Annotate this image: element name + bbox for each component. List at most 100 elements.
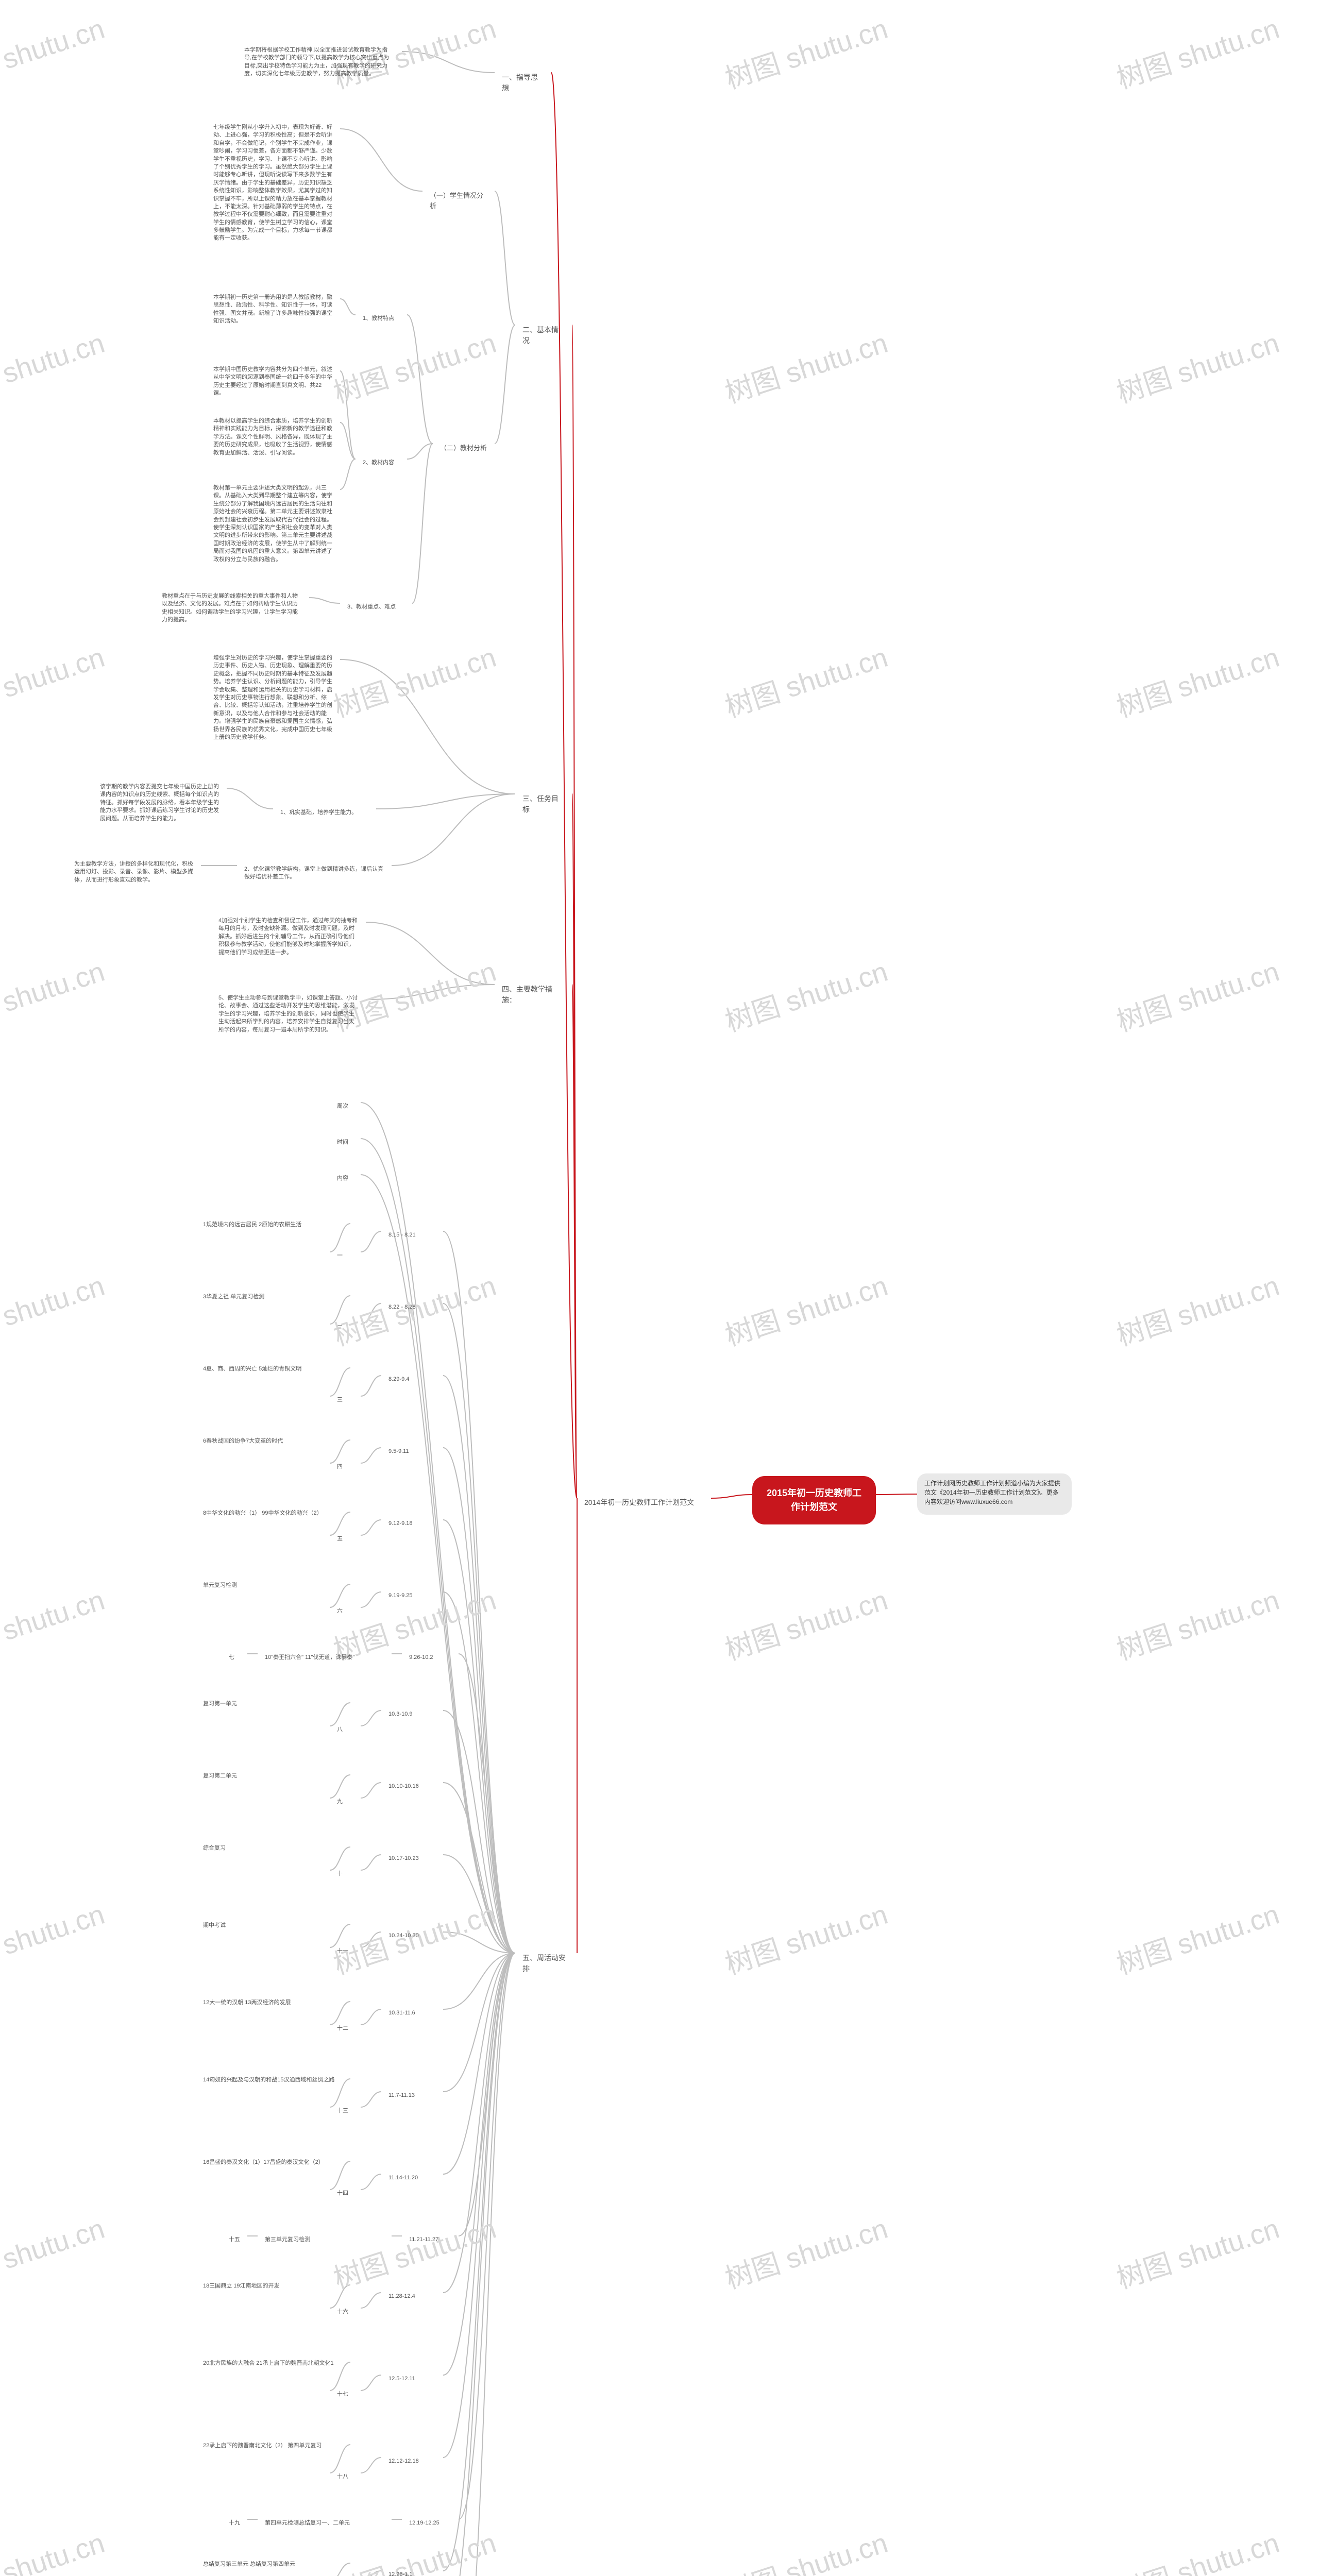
b0[interactable]: 2014年初一历史教师工作计划范文 [577,1492,711,1513]
watermark: 树图 shutu.cn [719,948,892,1039]
s3[interactable]: 三、任务目标 [515,788,572,820]
r4-c: 6春秋战国的纷争7大变革的时代 [196,1432,350,1453]
watermark: 树图 shutu.cn [719,1891,892,1982]
root[interactable]: 2015年初一历史教师工作计划范文 [752,1476,876,1524]
s2b2[interactable]: 2、教材内容 [356,453,407,472]
r6-w: 六 [330,1602,361,1620]
watermark: 树图 shutu.cn [0,634,109,725]
r20-d: 12.26-1.1 [381,2566,443,2576]
watermark: 树图 shutu.cn [0,320,109,411]
r16-c: 18三国鼎立 19江南地区的开发 [196,2277,350,2298]
r8-d: 10.3-10.9 [381,1705,443,1723]
r5-w: 五 [330,1530,361,1548]
r4-d: 9.5-9.11 [381,1443,443,1461]
r15-d: 11.21-11.27 [402,2231,459,2249]
s2b3[interactable]: 3、教材重点、难点 [340,598,412,617]
r5-d: 9.12-9.18 [381,1515,443,1533]
s2a[interactable]: （一）学生情况分析 [422,185,495,216]
th2: 时间 [330,1133,361,1151]
watermark: 树图 shutu.cn [0,1577,109,1668]
s4l1: 4加强对个别学生的检查和督促工作，通过每天的抽考和每月的月考，及时查缺补漏。做到… [211,912,366,974]
watermark: 树图 shutu.cn [1111,320,1284,411]
watermark: 树图 shutu.cn [719,1577,892,1668]
r18-d: 12.12-12.18 [381,2452,443,2470]
s3l3: 为主要教学方法，讲授的多样化和现代化，积极运用幻灯、投影、录音、录像、影片、模型… [67,855,201,896]
r19-w: 十九 [222,2514,247,2532]
watermark: 树图 shutu.cn [328,320,501,411]
s2b[interactable]: （二）教材分析 [433,438,495,459]
s2b1l: 本学期初一历史第一册选用的是人教版教材，融思想性、政治性、科学性、知识性于一体，… [206,289,340,335]
watermark: 树图 shutu.cn [0,2206,109,2296]
r17-d: 12.5-12.11 [381,2370,443,2388]
r13-c: 14匈奴的兴起及与汉朝的和战15汉通西域和丝绸之路 [196,2071,350,2092]
r2-d: 8.22 - 8.28 [381,1298,443,1316]
r10-d: 10.17-10.23 [381,1850,443,1868]
watermark: 树图 shutu.cn [1111,2206,1284,2296]
watermark: 树图 shutu.cn [0,6,109,96]
watermark: 树图 shutu.cn [719,1263,892,1353]
watermark: 树图 shutu.cn [1111,634,1284,725]
watermark: 树图 shutu.cn [719,320,892,411]
r3-w: 三 [330,1391,361,1409]
watermark: 树图 shutu.cn [0,2520,109,2576]
r17-w: 十七 [330,2385,361,2403]
r3-d: 8.29-9.4 [381,1370,443,1388]
r9-w: 九 [330,1793,361,1811]
r19-c: 第四单元检测总结复习一、二单元 [258,2514,392,2532]
s2b1[interactable]: 1、教材特点 [356,309,407,328]
s2al: 七年级学生刚从小学升入初中，表现为好奇、好动、上进心强，学习的积极性高；但是不会… [206,118,340,258]
r10-c: 综合复习 [196,1839,350,1860]
r7-w: 七 [222,1649,247,1667]
s2b2l1: 本学期中国历史教学内容共分为四个单元，叙述从中华文明的起源到秦国统一约四千多年的… [206,361,340,403]
watermark: 树图 shutu.cn [328,634,501,725]
r12-w: 十二 [330,2020,361,2038]
r11-w: 十一 [330,1942,361,1960]
r12-d: 10.31-11.6 [381,2004,443,2022]
r13-d: 11.7-11.13 [381,2087,443,2105]
watermark: 树图 shutu.cn [0,1891,109,1982]
watermark: 树图 shutu.cn [719,2520,892,2576]
s1[interactable]: 一、指导思想 [495,67,551,99]
r8-c: 复习第一单元 [196,1695,350,1716]
s4l2: 5、使学生主动参与到课堂教学中，如课堂上答题、小讨论、故事会、通过这些活动开发学… [211,989,366,1056]
r14-w: 十四 [330,2184,361,2202]
r16-w: 十六 [330,2303,361,2321]
s2b3l: 教材重点在于与历史发展的线索相关的重大事件和人物以及经济、文化的发展。难点在于如… [155,587,309,630]
s3l3x: 2、优化课堂教学结构，课堂上做到精讲多练，课后认真做好培优补差工作。 [237,860,392,887]
r3-c: 4夏、商、西周的兴亡 5灿烂的青铜文明 [196,1360,350,1381]
watermark: 树图 shutu.cn [1111,2520,1284,2576]
r12-c: 12大一统的汉朝 13两汉经济的发展 [196,1994,350,2014]
r8-w: 八 [330,1721,361,1739]
r14-c: 16昌盛的秦汉文化（1）17昌盛的秦汉文化（2） [196,2154,350,2174]
r7-c: 10"秦王扫六合" 11"伐无道，诛暴秦" [258,1649,392,1667]
r6-c: 单元复习检测 [196,1577,350,1597]
r1-c: 1规范境内的远古居民 2原始的农耕生活 [196,1216,350,1236]
s3l2x: 1、巩实基础，培养学生能力。 [273,804,376,822]
r4-w: 四 [330,1458,361,1476]
watermark: 树图 shutu.cn [719,634,892,725]
s4[interactable]: 四、主要教学措施： [495,979,572,1011]
r18-w: 十八 [330,2468,361,2486]
r1-d: 8.15 - 8.21 [381,1226,443,1244]
r20-c: 总结复习第三单元 总结复习第四单元 [196,2555,350,2576]
r19-d: 12.19-12.25 [402,2514,459,2532]
r16-d: 11.28-12.4 [381,2287,443,2306]
th1: 周次 [330,1097,361,1115]
r18-c: 22承上启下的魏晋南北文化（2） 第四单元复习 [196,2437,350,2458]
s1l: 本学期将根据学校工作精神,以全面推进尝试教育教学为指导,在学校教学部门的领导下,… [237,41,402,98]
watermark: 树图 shutu.cn [1111,1263,1284,1353]
s5[interactable]: 五、周活动安排 [515,1947,577,1979]
s3l2: 该学期的教学内容要提交七年级中国历史上册的课内容的知识点的历史线索、概括每个知识… [93,778,227,835]
s3l1: 增强学生对历史的学习兴趣，使学生掌握重要的历史事件、历史人物、历史现象、理解重要… [206,649,340,768]
r11-d: 10.24-10.30 [381,1927,443,1945]
r11-c: 期中考试 [196,1917,350,1937]
r7-d: 9.26-10.2 [402,1649,459,1667]
r1-w: 一 [330,1247,361,1265]
r2-w: 二 [330,1319,361,1337]
watermark: 树图 shutu.cn [1111,1577,1284,1668]
s2b2l2: 本教材以提高学生的综合素质，培养学生的创新精神和实践能力为目标，探索新的教学途径… [206,412,340,469]
r17-c: 20北方民族的大融合 21承上启下的魏晋南北朝文化1 [196,2354,350,2375]
watermark: 树图 shutu.cn [719,2206,892,2296]
s2[interactable]: 二、基本情况 [515,319,572,351]
r14-d: 11.14-11.20 [381,2169,443,2187]
